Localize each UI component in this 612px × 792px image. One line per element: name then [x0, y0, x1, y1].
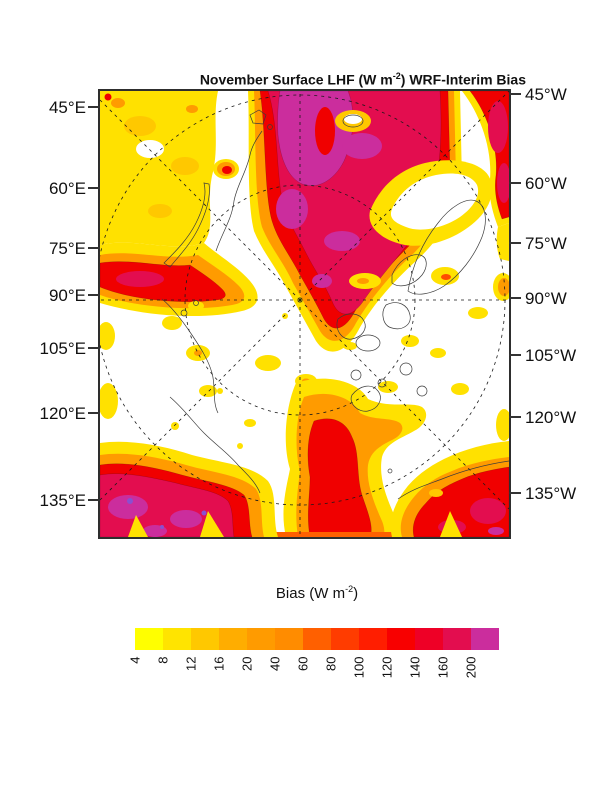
- colorbar-title: Bias (W m-2): [135, 584, 499, 602]
- right-axis-label: 135°W: [525, 484, 577, 503]
- colorbar-tick-label: 20: [239, 656, 255, 671]
- bias-contour-map: [100, 91, 509, 537]
- colorbar-cell: [415, 628, 443, 650]
- left-axis-label: 105°E: [39, 339, 86, 358]
- colorbar-tick-label: 60: [295, 656, 311, 671]
- colorbar-tick-label: 8: [155, 656, 171, 664]
- right-axis-label: 45°W: [525, 85, 567, 104]
- colorbar-cell: [275, 628, 303, 650]
- colorbar-cell: [163, 628, 191, 650]
- colorbar-cell: [359, 628, 387, 650]
- right-axis-label: 60°W: [525, 174, 567, 193]
- right-axis-tick: [509, 354, 521, 356]
- right-axis-label: 75°W: [525, 234, 567, 253]
- colorbar-cell: [331, 628, 359, 650]
- graticule: [100, 91, 509, 537]
- colorbar: [135, 628, 499, 650]
- right-axis-tick: [509, 492, 521, 494]
- colorbar-tick-label: 120: [379, 656, 395, 679]
- colorbar-tick-label: 80: [323, 656, 339, 671]
- left-axis-label: 120°E: [39, 404, 86, 423]
- figure-title: November Surface LHF (W m-2) WRF-Interim…: [100, 71, 526, 88]
- left-axis-tick: [88, 187, 100, 189]
- colorbar-cell: [191, 628, 219, 650]
- map-frame: [98, 89, 511, 539]
- figure-title-text: November Surface LHF (W m: [199, 71, 393, 88]
- colorbar-cell: [135, 628, 163, 650]
- left-axis-tick: [88, 294, 100, 296]
- colorbar-cell: [471, 628, 499, 650]
- colorbar-cell: [219, 628, 247, 650]
- figure-title-superscript: -2: [392, 71, 401, 81]
- colorbar-cell: [303, 628, 331, 650]
- colorbar-tick-label: 200: [463, 656, 479, 679]
- colorbar-tick-label: 160: [435, 656, 451, 679]
- colorbar-title-text: Bias (W m: [275, 585, 346, 602]
- colorbar-title-superscript: -2: [345, 584, 354, 594]
- left-axis-label: 75°E: [48, 239, 86, 258]
- right-axis-tick: [509, 297, 521, 299]
- left-axis-label: 90°E: [48, 286, 86, 305]
- colorbar-tick-label: 40: [267, 656, 283, 671]
- colorbar-tick-label: 100: [351, 656, 367, 679]
- bias-field: [100, 91, 509, 537]
- right-axis-tick: [509, 416, 521, 418]
- right-axis-tick: [509, 182, 521, 184]
- left-axis-tick: [88, 347, 100, 349]
- left-axis-tick: [88, 412, 100, 414]
- left-axis-label: 135°E: [39, 491, 86, 510]
- colorbar-tick-label: 4: [127, 656, 143, 664]
- colorbar-title-suffix: ): [353, 585, 359, 602]
- right-axis-tick: [509, 242, 521, 244]
- right-axis-label: 105°W: [525, 346, 577, 365]
- coastlines: [161, 109, 509, 500]
- colorbar-tick-label: 16: [211, 656, 227, 671]
- left-axis-tick: [88, 499, 100, 501]
- colorbar-tick-label: 12: [183, 656, 199, 671]
- right-axis-tick: [509, 93, 521, 95]
- colorbar-cell: [247, 628, 275, 650]
- figure-title-suffix: ) WRF-Interim Bias: [400, 71, 526, 88]
- colorbar-cell: [387, 628, 415, 650]
- right-axis-label: 90°W: [525, 289, 567, 308]
- right-axis-label: 120°W: [525, 408, 577, 427]
- left-axis-label: 60°E: [48, 179, 86, 198]
- colorbar-tick-label: 140: [407, 656, 423, 679]
- colorbar-cell: [443, 628, 471, 650]
- left-axis-tick: [88, 106, 100, 108]
- left-axis-label: 45°E: [48, 98, 86, 117]
- left-axis-tick: [88, 247, 100, 249]
